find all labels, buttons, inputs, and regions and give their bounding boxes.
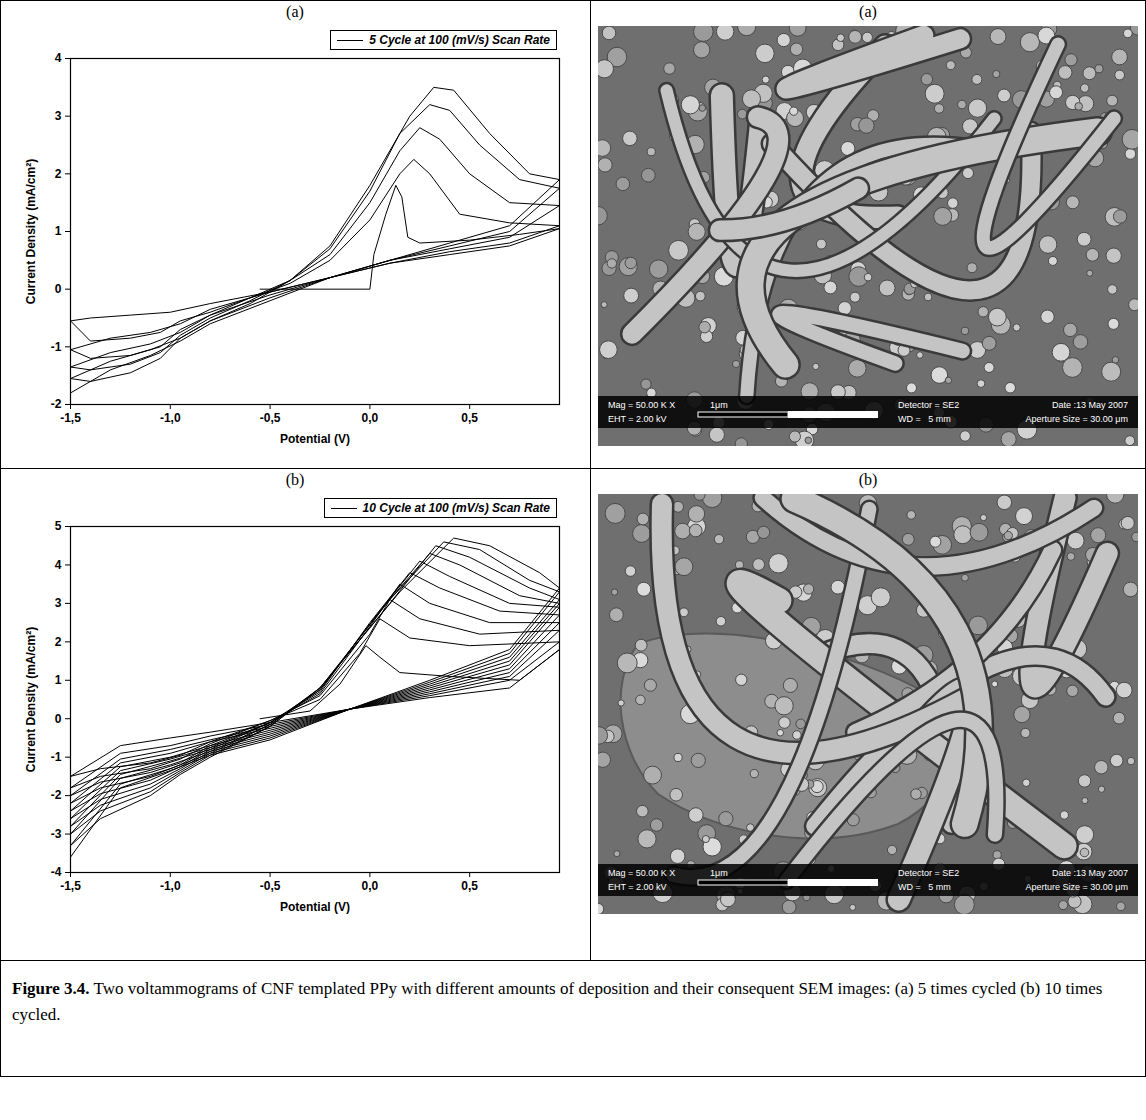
svg-text:Aperture Size = 30.00 μm: Aperture Size = 30.00 μm xyxy=(1026,414,1129,424)
svg-text:-1,0: -1,0 xyxy=(160,879,181,893)
svg-text:1μm: 1μm xyxy=(710,868,728,878)
svg-text:0,0: 0,0 xyxy=(362,879,379,893)
svg-text:WD = 5 mm: WD = 5 mm xyxy=(898,882,951,892)
svg-text:2: 2 xyxy=(55,167,62,181)
html-text:Figure 3.4. Two voltammograms: Figure 3.4. Two voltammograms of CNF tem… xyxy=(12,979,1103,1024)
svg-text:1: 1 xyxy=(55,673,62,687)
html-text:(a): (a) xyxy=(286,3,304,20)
svg-text:2: 2 xyxy=(55,635,62,649)
svg-text:-2: -2 xyxy=(51,788,62,802)
svg-text:Potential (V): Potential (V) xyxy=(280,900,350,914)
svg-text:0: 0 xyxy=(55,282,62,296)
svg-text:WD = 5 mm: WD = 5 mm xyxy=(898,414,951,424)
svg-text:-1,0: -1,0 xyxy=(160,411,181,425)
html-text:5 Cycle at 100 (mV/s) Scan Rat: 5 Cycle at 100 (mV/s) Scan Rate xyxy=(369,33,550,47)
html-text:(a): (a) xyxy=(859,3,877,20)
svg-text:5: 5 xyxy=(55,519,62,533)
svg-text:-1,5: -1,5 xyxy=(60,879,81,893)
svg-text:EHT = 2.00 kV: EHT = 2.00 kV xyxy=(608,414,667,424)
svg-text:-0,5: -0,5 xyxy=(260,411,281,425)
svg-text:3: 3 xyxy=(55,109,62,123)
svg-text:Current Density (mA/cm²): Current Density (mA/cm²) xyxy=(24,627,38,772)
svg-text:0,5: 0,5 xyxy=(461,411,478,425)
svg-text:Mag = 50.00 K X: Mag = 50.00 K X xyxy=(608,868,675,878)
svg-text:-1: -1 xyxy=(51,750,62,764)
svg-text:Detector = SE2: Detector = SE2 xyxy=(898,868,959,878)
svg-text:0,0: 0,0 xyxy=(362,411,379,425)
html-text:(b): (b) xyxy=(858,471,878,488)
svg-text:-1,5: -1,5 xyxy=(60,411,81,425)
svg-text:4: 4 xyxy=(55,51,62,65)
svg-text:Date :13 May 2007: Date :13 May 2007 xyxy=(1052,400,1128,410)
svg-text:Mag = 50.00 K X: Mag = 50.00 K X xyxy=(608,400,675,410)
svg-text:Potential (V): Potential (V) xyxy=(280,432,350,446)
svg-text:1: 1 xyxy=(55,224,62,238)
svg-text:-4: -4 xyxy=(51,865,62,879)
html-text:(b): (b) xyxy=(285,471,305,488)
svg-text:Date :13 May 2007: Date :13 May 2007 xyxy=(1052,868,1128,878)
svg-text:-2: -2 xyxy=(51,397,62,411)
svg-text:4: 4 xyxy=(55,558,62,572)
svg-text:-1: -1 xyxy=(51,340,62,354)
svg-text:-3: -3 xyxy=(51,827,62,841)
svg-text:1μm: 1μm xyxy=(710,400,728,410)
svg-text:0,5: 0,5 xyxy=(461,879,478,893)
html-text:10 Cycle at 100 (mV/s) Scan Ra: 10 Cycle at 100 (mV/s) Scan Rate xyxy=(362,501,550,515)
svg-text:EHT = 2.00 kV: EHT = 2.00 kV xyxy=(608,882,667,892)
svg-text:-0,5: -0,5 xyxy=(260,879,281,893)
svg-text:3: 3 xyxy=(55,596,62,610)
svg-text:Detector = SE2: Detector = SE2 xyxy=(898,400,959,410)
svg-text:0: 0 xyxy=(55,712,62,726)
svg-text:Aperture Size = 30.00 μm: Aperture Size = 30.00 μm xyxy=(1026,882,1129,892)
svg-text:Current Density (mA/cm²): Current Density (mA/cm²) xyxy=(24,159,38,304)
